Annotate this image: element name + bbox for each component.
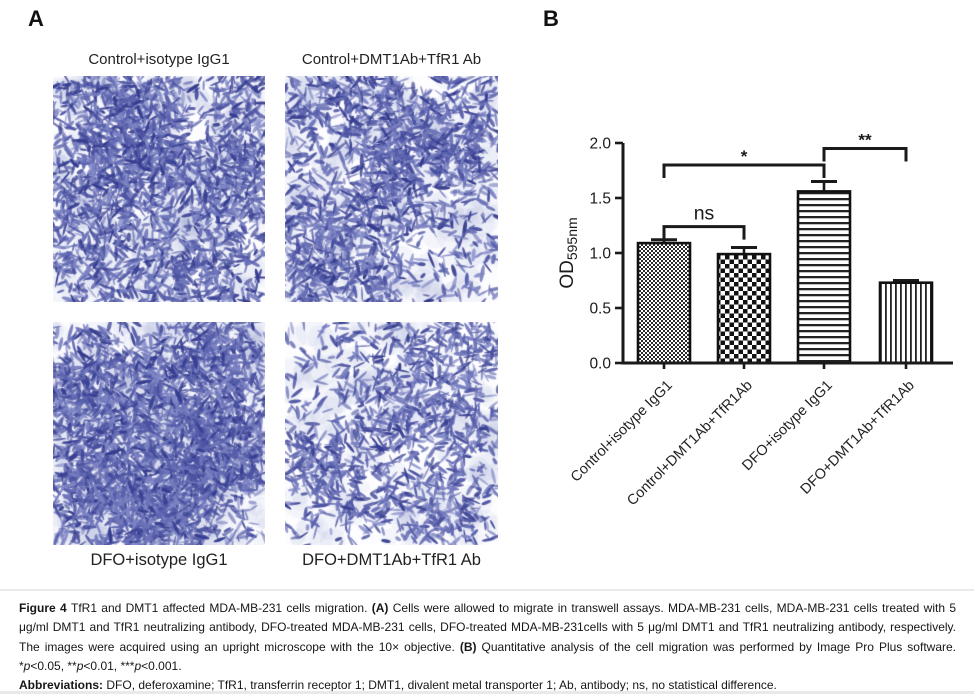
svg-text:*: *	[741, 147, 748, 166]
svg-text:OD595nm: OD595nm	[557, 217, 580, 288]
micrograph-label-control-igg1: Control+isotype IgG1	[88, 51, 230, 68]
svg-text:1.0: 1.0	[589, 246, 611, 263]
panel-b-label: B	[543, 6, 559, 31]
bar-chart-container: 0.0 0.5 1.0 1.5 2.0 Control+isotype IgG1 Contr…	[545, 120, 974, 520]
svg-text:2.0: 2.0	[589, 136, 611, 153]
micrograph-label-dfo-ab: DFO+DMT1Ab+TfR1 Ab	[302, 551, 481, 569]
micrograph-control-ab	[285, 76, 498, 302]
svg-text:0.5: 0.5	[589, 301, 611, 318]
figure-caption: Figure 4 TfR1 and DMT1 affected MDA-MB-2…	[19, 599, 956, 694]
page-bottom-edge	[0, 691, 974, 694]
micrograph-control-igg1	[53, 76, 265, 302]
svg-text:0.0: 0.0	[589, 356, 611, 373]
svg-text:ns: ns	[694, 203, 715, 225]
svg-text:DFO+isotype IgG1: DFO+isotype IgG1	[739, 378, 836, 475]
micrograph-label-control-ab: Control+DMT1Ab+TfR1 Ab	[301, 51, 482, 68]
panel-a-label: A	[28, 6, 44, 31]
micrograph-dfo-igg1	[53, 322, 265, 545]
micrograph-label-dfo-igg1: DFO+isotype IgG1	[90, 551, 228, 569]
caption-divider	[0, 589, 974, 591]
svg-text:1.5: 1.5	[589, 191, 611, 208]
caption-main: Figure 4 TfR1 and DMT1 affected MDA-MB-2…	[19, 601, 957, 673]
micrograph-dfo-ab	[285, 322, 498, 545]
caption-abbreviations: Abbreviations: DFO, deferoxamine; TfR1, …	[19, 678, 777, 693]
svg-text:**: **	[858, 131, 872, 150]
